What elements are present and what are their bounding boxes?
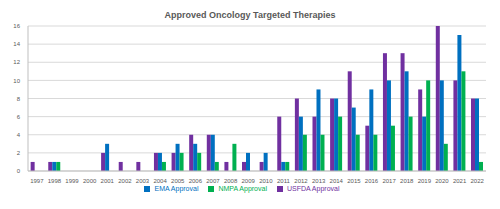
svg-text:2: 2 [17,150,21,156]
svg-text:4: 4 [17,132,21,138]
svg-text:2015: 2015 [347,178,361,184]
svg-text:2011: 2011 [277,178,291,184]
svg-text:2007: 2007 [206,178,220,184]
html-text:Approved Oncology Targeted The: Approved Oncology Targeted Therapies [164,10,336,20]
svg-text:2022: 2022 [471,178,485,184]
svg-text:2005: 2005 [171,178,185,184]
svg-text:2010: 2010 [259,178,273,184]
svg-text:12: 12 [13,59,20,65]
svg-text:2017: 2017 [382,178,396,184]
svg-text:2002: 2002 [118,178,132,184]
svg-text:2016: 2016 [365,178,379,184]
svg-text:1997: 1997 [30,178,44,184]
svg-text:2009: 2009 [242,178,256,184]
html-text:NMPA Approval: NMPA Approval [218,185,267,192]
svg-text:2012: 2012 [294,178,308,184]
svg-text:2014: 2014 [330,178,344,184]
svg-text:2013: 2013 [312,178,326,184]
svg-text:2006: 2006 [189,178,203,184]
svg-text:14: 14 [13,41,20,47]
svg-text:2000: 2000 [83,178,97,184]
svg-text:2003: 2003 [136,178,150,184]
svg-text:10: 10 [13,78,20,84]
html-text:USFDA Approval: USFDA Approval [287,185,340,192]
svg-text:2004: 2004 [153,178,167,184]
svg-text:0: 0 [17,168,21,174]
svg-text:2018: 2018 [400,178,414,184]
svg-text:6: 6 [17,114,21,120]
svg-text:8: 8 [17,96,21,102]
html-text:EMA Approval: EMA Approval [154,185,199,192]
svg-text:2001: 2001 [101,178,115,184]
svg-text:16: 16 [13,23,20,29]
svg-text:2020: 2020 [435,178,449,184]
svg-text:1998: 1998 [48,178,62,184]
svg-text:1999: 1999 [65,178,79,184]
svg-text:2008: 2008 [224,178,238,184]
svg-text:2021: 2021 [453,178,467,184]
svg-text:2019: 2019 [418,178,432,184]
